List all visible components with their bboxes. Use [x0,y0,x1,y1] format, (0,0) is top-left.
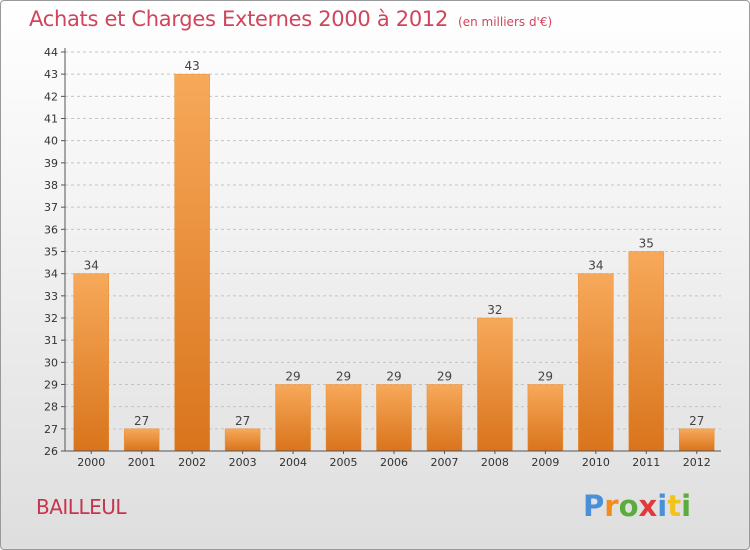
data-labels: 34 27 43 27 29 29 29 29 32 29 34 35 27 [84,59,705,428]
y-tick-label: 40 [44,135,58,148]
data-label: 27 [235,414,250,428]
logo-letter: o [618,489,639,523]
data-label: 29 [285,370,300,384]
bars [73,73,715,452]
y-tick-label: 41 [44,113,58,126]
x-tick-label: 2000 [77,456,105,469]
data-label: 34 [84,259,99,273]
data-label: 32 [487,303,502,317]
y-tick-label: 29 [44,379,58,392]
x-tick-label: 2001 [128,456,156,469]
bar [527,384,564,452]
y-tick-label: 35 [44,246,58,259]
y-tick-label: 43 [44,68,58,81]
y-tick-label: 38 [44,179,58,192]
x-tick-label: 2005 [330,456,358,469]
chart-title: Achats et Charges Externes 2000 à 2012 [29,7,449,31]
data-label: 29 [538,370,553,384]
chart-subtitle: (en milliers d'€) [458,15,553,29]
bar [224,428,261,452]
logo-letter: P [583,489,605,523]
data-label: 29 [386,370,401,384]
data-label: 27 [689,414,704,428]
axes: 26 27 28 29 30 31 32 33 34 35 36 37 38 39 40 41 42 43 44 20… [44,46,721,469]
y-tick-label: 34 [44,268,58,281]
y-tick-label: 27 [44,423,58,436]
y-tick-label: 26 [44,445,58,458]
logo-letter: i [681,489,692,523]
x-tick-label: 2007 [430,456,458,469]
y-tick-label: 37 [44,201,58,214]
logo-letter: i [657,489,668,523]
bar [275,384,311,452]
x-tick-label: 2008 [481,456,509,469]
x-tick-label: 2012 [683,456,711,469]
y-tick-label: 31 [44,334,58,347]
data-label: 29 [437,370,452,384]
bar [628,251,665,452]
bar [426,384,463,452]
x-tick-label: 2009 [531,456,559,469]
chart-title-row: Achats et Charges Externes 2000 à 2012 (e… [29,7,552,31]
y-tick-label: 33 [44,290,58,303]
logo-letter: r [604,489,619,523]
y-tick-label: 39 [44,157,58,170]
bar [325,384,362,452]
data-label: 35 [639,237,654,251]
y-tick-label: 30 [44,356,58,369]
x-tick-label: 2002 [178,456,206,469]
y-tick-label: 42 [44,90,58,103]
data-label: 43 [185,59,200,73]
y-tick-label: 28 [44,401,58,414]
x-tick-label: 2010 [582,456,610,469]
bar [73,273,109,452]
logo-letter: t [667,489,682,523]
y-tick-label: 36 [44,223,58,236]
data-label: 29 [336,370,351,384]
x-tick-label: 2011 [632,456,660,469]
x-tick-label: 2004 [279,456,307,469]
x-tick-label: 2003 [229,456,257,469]
bar [477,317,513,452]
bar [174,73,210,452]
x-tick-label: 2006 [380,456,408,469]
y-tick-label: 44 [44,46,58,59]
y-tick-label: 32 [44,312,58,325]
bar [679,428,715,452]
bar [376,384,412,452]
place-label: BAILLEUL [36,495,127,519]
data-label: 34 [588,259,603,273]
logo-letter: x [638,489,658,523]
data-label: 27 [134,414,149,428]
proxiti-logo: Proxiti [583,489,691,523]
bar [123,428,160,452]
bar [578,273,614,452]
